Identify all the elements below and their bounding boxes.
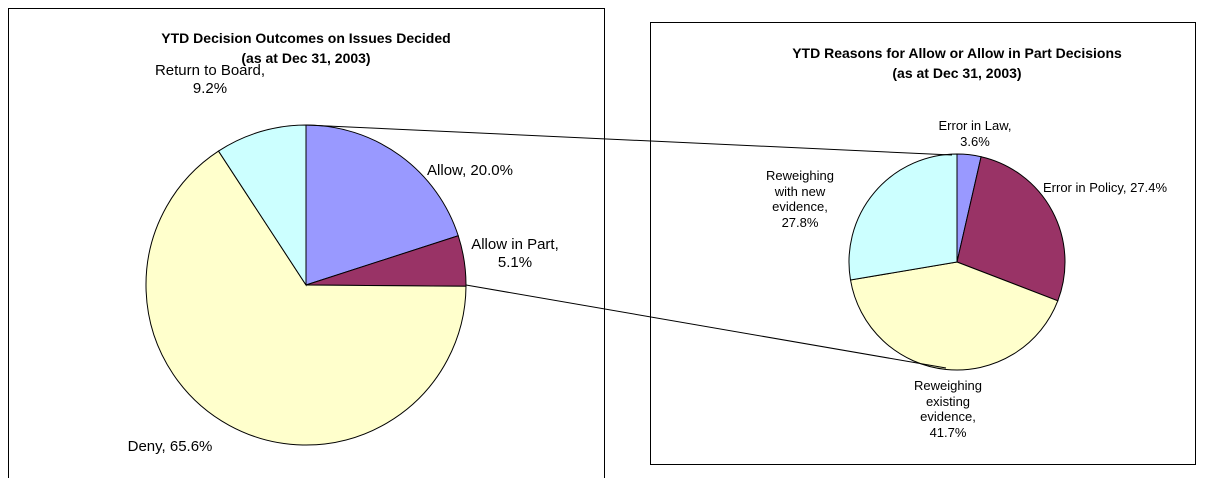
data-label: Error in Law, 3.6% <box>938 118 1012 149</box>
chart-subtitle: (as at Dec 31, 2003) <box>892 65 1022 81</box>
pie-slice <box>956 156 1066 302</box>
connector <box>465 284 947 369</box>
data-label: Allow, 20.0% <box>427 162 513 179</box>
data-label: Allow in Part, 5.1% <box>471 236 559 271</box>
pie-slice <box>849 261 1059 371</box>
data-label: Deny, 65.6% <box>127 438 213 455</box>
pies <box>145 124 1066 446</box>
pie-slice <box>217 124 307 287</box>
chart-title: YTD Decision Outcomes on Issues Decided <box>161 30 451 46</box>
chart-subtitle: (as at Dec 31, 2003) <box>241 50 371 66</box>
data-label: Reweighing with new evidence, 27.8% <box>766 168 834 230</box>
data-label: Reweighing existing evidence, 41.7% <box>914 378 982 440</box>
pie-slice <box>848 153 958 281</box>
data-label: Error in Policy, 27.4% <box>1042 180 1168 195</box>
chart-title: YTD Reasons for Allow or Allow in Part D… <box>792 45 1122 61</box>
pie-slice <box>145 150 467 446</box>
data-label: Return to Board, 9.2% <box>154 62 266 97</box>
connector <box>305 124 953 156</box>
